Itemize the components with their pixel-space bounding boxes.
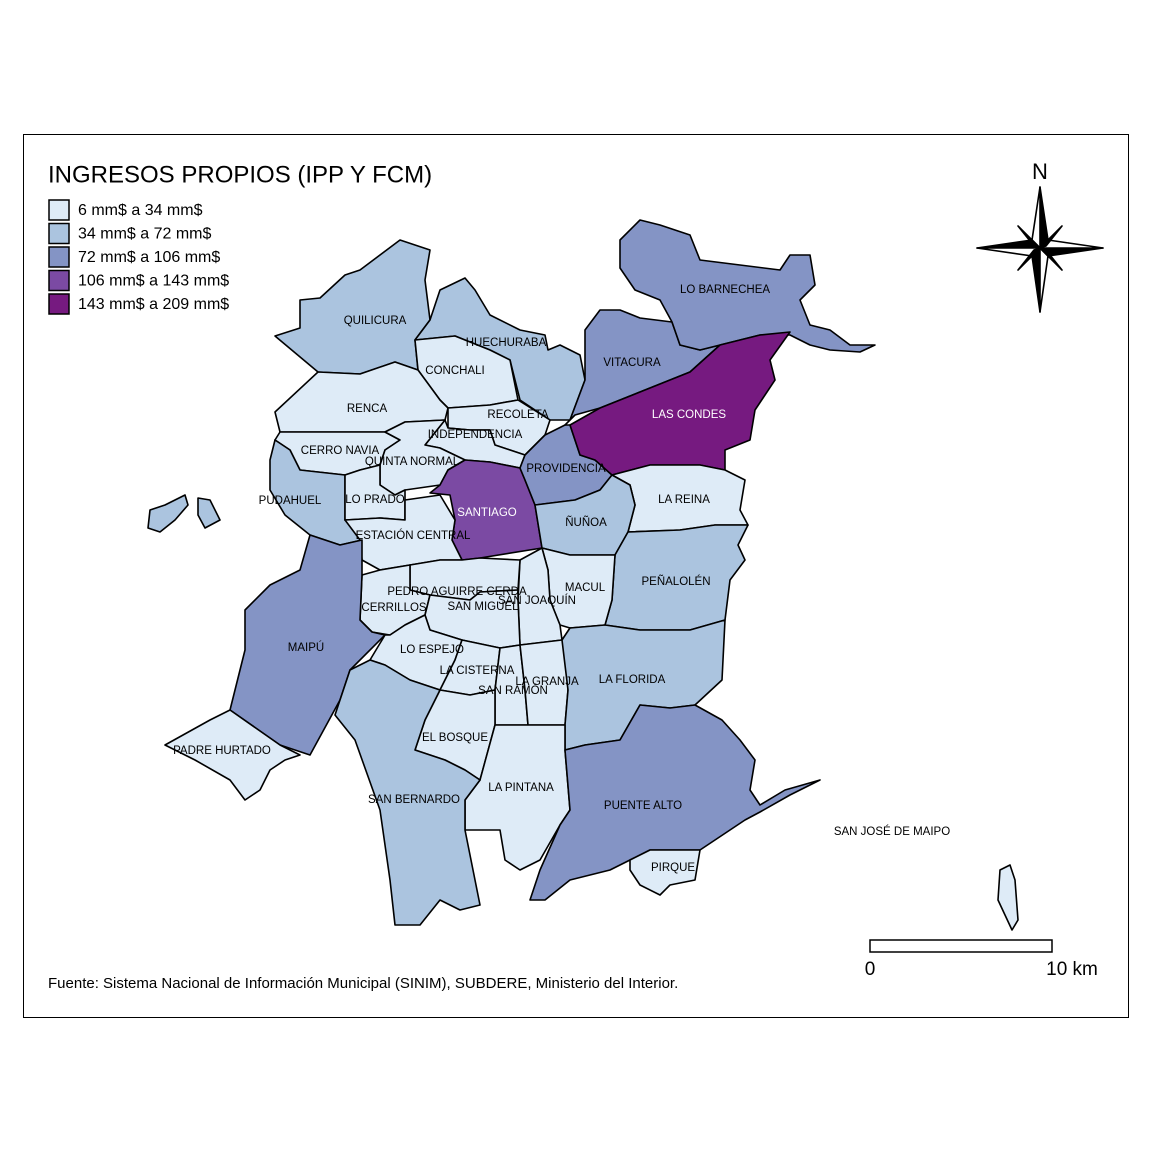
commune-label: LO BARNECHEA: [680, 284, 770, 296]
legend-swatch: [48, 246, 70, 268]
commune-label: QUILICURA: [344, 315, 407, 327]
commune-label: MAIPÚ: [288, 641, 324, 654]
legend-label: 106 mm$ a 143 mm$: [78, 273, 229, 290]
commune-area: [147, 494, 189, 533]
commune-label: LA PINTANA: [488, 782, 554, 794]
commune-label: CERRO NAVIA: [301, 445, 380, 457]
compass: N: [976, 159, 1104, 313]
commune-label: LO ESPEJO: [400, 644, 464, 656]
commune-area: [997, 864, 1019, 931]
commune-label: SAN JOSÉ DE MAIPO: [834, 825, 950, 838]
commune-label: PIRQUE: [651, 862, 695, 874]
commune-labels: QUILICURA HUECHURABA CONCHALI RENCA RECOLETA…: [173, 284, 950, 874]
commune-label: PEDRO AGUIRRE CERDA: [387, 586, 527, 598]
commune-area: [334, 659, 481, 926]
legend-label: 34 mm$ a 72 mm$: [78, 226, 211, 243]
commune-label: PUENTE ALTO: [604, 800, 682, 812]
source: Fuente: Sistema Nacional de Información …: [48, 975, 678, 992]
commune-area: [529, 704, 821, 901]
commune-label: SAN MIGUEL: [448, 601, 520, 613]
commune-label: SAN RAMÓN: [478, 684, 548, 697]
commune-label: LO PRADO: [345, 494, 404, 506]
commune-label: RECOLETA: [487, 409, 548, 421]
commune-area: [197, 497, 221, 529]
legend: 6 mm$ a 34 mm$ 34 mm$ a 72 mm$ 72 mm$ a 10…: [48, 199, 229, 315]
commune-label: LA FLORIDA: [599, 674, 666, 686]
legend-label: 6 mm$ a 34 mm$: [78, 202, 203, 219]
legend-swatch: [48, 222, 70, 245]
commune-area: [164, 709, 301, 801]
frame: [23, 134, 1129, 1018]
legend-swatch: [48, 199, 70, 221]
commune-area: [344, 494, 463, 571]
commune-label: HUECHURABA: [466, 337, 547, 349]
commune-label: LAS CONDES: [652, 409, 726, 421]
commune-label: PEÑALOLÉN: [641, 575, 710, 588]
legend-swatch: [48, 293, 70, 315]
commune-label: LA GRANJA: [515, 676, 579, 688]
commune-label: SAN JOAQUÍN: [498, 594, 576, 607]
commune-label: ESTACIÓN CENTRAL: [356, 529, 471, 542]
commune-label: RENCA: [347, 403, 388, 415]
commune-label: QUINTA NORMAL: [365, 456, 460, 468]
commune-label: LA REINA: [658, 494, 710, 506]
commune-area: [629, 849, 701, 896]
scale-end: 10 km: [1046, 959, 1098, 980]
commune-label: PADRE HURTADO: [173, 745, 271, 757]
commune-label: PROVIDENCIA: [526, 463, 606, 475]
commune-label: EL BOSQUE: [422, 732, 488, 744]
scale-bar: 0 10 km: [865, 939, 1098, 980]
legend-swatch: [48, 269, 70, 292]
map-title: INGRESOS PROPIOS (IPP Y FCM): [48, 161, 432, 188]
scale-rect: [869, 939, 1053, 953]
commune-label: INDEPENDENCIA: [428, 429, 523, 441]
commune-label: SAN BERNARDO: [368, 794, 460, 806]
north-label: N: [1032, 159, 1048, 184]
commune-label: MACUL: [565, 582, 606, 594]
commune-label: CERRILLOS: [361, 602, 427, 614]
legend-label: 72 mm$ a 106 mm$: [78, 249, 220, 266]
commune-label: CONCHALI: [425, 365, 484, 377]
scale-start: 0: [865, 959, 876, 980]
commune-label: VITACURA: [603, 357, 661, 369]
commune-label: LA CISTERNA: [440, 665, 515, 677]
commune-label: SANTIAGO: [457, 507, 516, 519]
communes: [147, 219, 1019, 931]
legend-label: 143 mm$ a 209 mm$: [78, 296, 229, 313]
commune-label: PUDAHUEL: [259, 495, 322, 507]
commune-label: ÑUÑOA: [565, 516, 607, 529]
